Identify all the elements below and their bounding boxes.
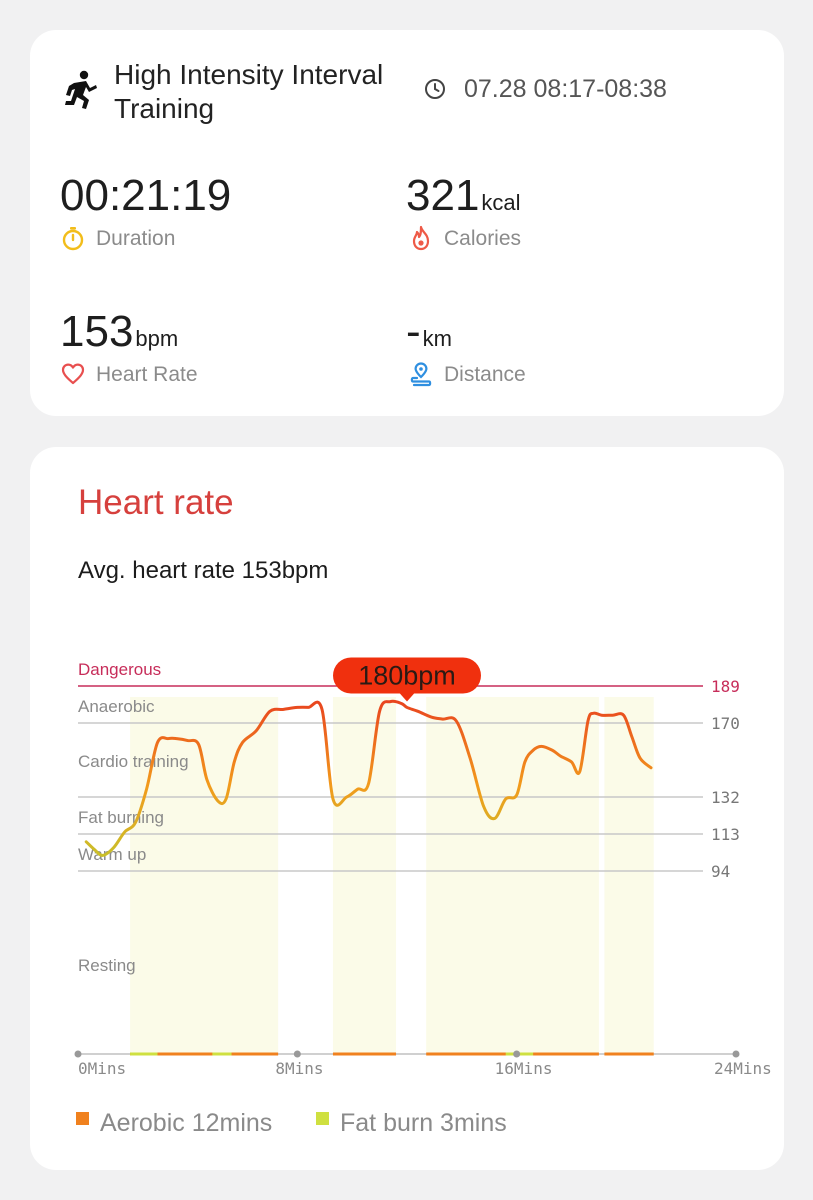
distance-value: - — [406, 307, 421, 356]
legend-aerobic-label: Aerobic 12mins — [100, 1109, 273, 1137]
x-tick-dot — [732, 1050, 740, 1058]
distance-label: Distance — [444, 363, 526, 386]
peak-badge-pointer — [399, 692, 415, 702]
distance-unit: km — [422, 326, 452, 351]
heart-rate-line — [84, 699, 653, 857]
zone-threshold-label: 132 — [711, 788, 740, 807]
route-pin-icon — [408, 361, 434, 387]
active-zone-band — [130, 697, 279, 1054]
heart-rate-card: Heart rate Avg. heart rate 153bpm Danger… — [30, 447, 784, 1170]
legend-fat-burn-swatch — [316, 1112, 329, 1125]
zone-threshold-label: 170 — [711, 714, 740, 733]
heart-rate-label: Heart Rate — [96, 363, 198, 386]
heart-rate-metric: 153bpm — [60, 308, 178, 356]
peak-label: 180bpm — [358, 661, 456, 691]
stopwatch-icon — [60, 225, 86, 251]
workout-time-range: 07.28 08:17-08:38 — [464, 75, 667, 103]
clock-icon — [424, 78, 446, 100]
x-tick-dot — [74, 1050, 82, 1058]
avg-heart-rate-text: Avg. heart rate 153bpm — [78, 557, 329, 584]
workout-summary-card: High Intensity Interval Training 07.28 0… — [30, 30, 784, 416]
flame-icon — [408, 225, 434, 251]
active-zone-band — [426, 697, 599, 1054]
distance-metric: -km — [406, 308, 452, 356]
heart-rate-value: 153 — [60, 307, 134, 356]
calories-metric: 321kcal — [406, 172, 521, 220]
running-person-icon — [60, 68, 100, 112]
active-zone-band — [604, 697, 654, 1054]
duration-value: 00:21:19 — [60, 171, 232, 220]
duration-label: Duration — [96, 227, 176, 250]
legend-aerobic-swatch — [76, 1112, 89, 1125]
x-tick-label: 8Mins — [275, 1059, 323, 1078]
duration-metric: 00:21:19 — [60, 172, 231, 220]
calories-value: 321 — [406, 171, 480, 220]
x-tick-dot — [513, 1050, 521, 1058]
active-zone-band — [332, 697, 397, 1054]
zone-label: Dangerous — [78, 660, 161, 679]
heart-rate-unit: bpm — [135, 326, 179, 351]
heart-rate-title: Heart rate — [78, 483, 234, 522]
calories-unit: kcal — [481, 190, 521, 215]
zone-label: Resting — [78, 956, 136, 975]
peak-badge — [333, 657, 481, 694]
calories-label: Calories — [444, 227, 522, 250]
x-tick-label: 16Mins — [495, 1059, 553, 1078]
x-tick-label: 24Mins — [714, 1059, 772, 1078]
zone-threshold-label: 113 — [711, 825, 740, 844]
zone-label: Fat burning — [78, 808, 164, 827]
legend-fat-burn-label: Fat burn 3mins — [340, 1109, 507, 1137]
heart-icon — [60, 361, 86, 387]
x-tick-dot — [293, 1050, 301, 1058]
zone-label: Cardio training — [78, 752, 189, 771]
heart-rate-chart: Dangerous 189 Anaerobic 170 Cardio training 1… — [74, 657, 772, 1078]
workout-title: High Intensity Interval Training — [114, 59, 384, 124]
zone-threshold-label: 94 — [711, 862, 730, 881]
zone-threshold-label: 189 — [711, 677, 740, 696]
x-tick-label: 0Mins — [78, 1059, 126, 1078]
zone-label: Anaerobic — [78, 697, 155, 716]
